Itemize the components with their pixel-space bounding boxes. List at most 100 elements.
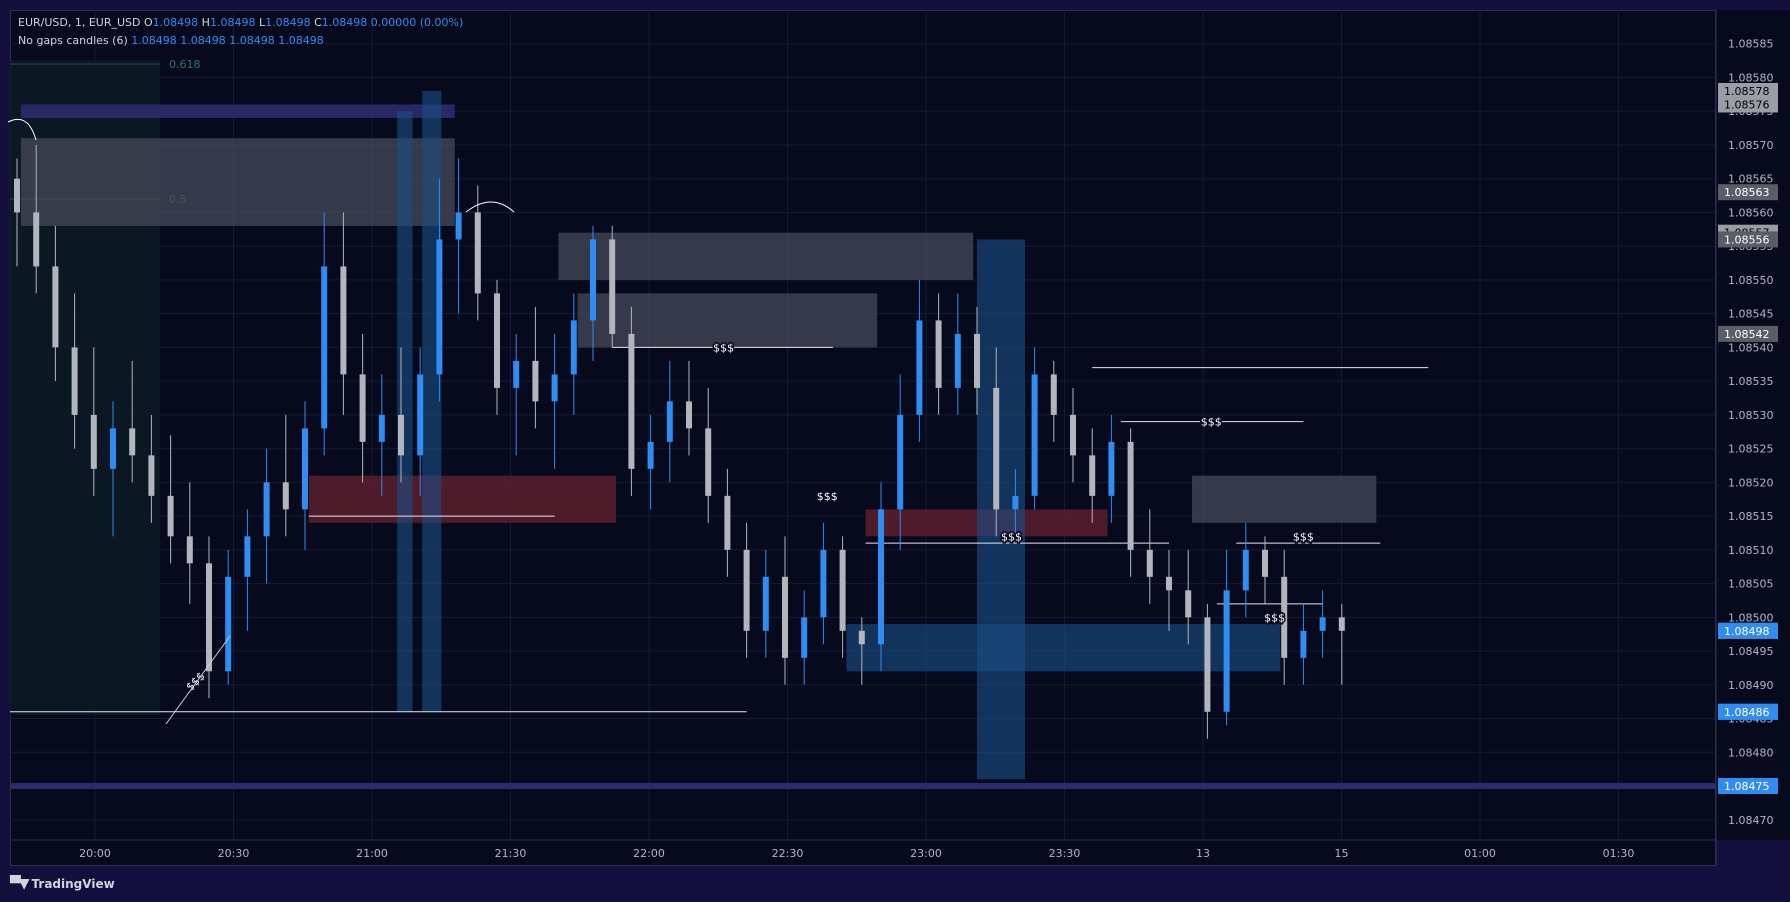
candle-down [359, 374, 366, 442]
y-tick-label: 1.08580 [1728, 71, 1774, 84]
indicator-value: 1.08498 [131, 34, 177, 47]
candle-down [206, 563, 212, 672]
candle-up [244, 536, 251, 577]
indicator-value: 1.08498 [180, 34, 226, 47]
candle-up [455, 212, 462, 240]
candle-up [1300, 630, 1307, 658]
candle-down [186, 536, 193, 564]
candle-up [1012, 495, 1019, 510]
candle-down [628, 333, 635, 469]
brand-name: TradingView [31, 877, 115, 891]
candle-down [1050, 374, 1057, 415]
candle-up [321, 266, 328, 429]
supply-zone [1192, 475, 1377, 523]
price-label: 1.08563 [1724, 186, 1770, 199]
low-label: L [258, 16, 266, 29]
candle-down [858, 630, 865, 645]
demand-zone [422, 90, 442, 712]
candle-down [494, 293, 500, 388]
candle-down [474, 212, 481, 294]
fib-label: 0.618 [169, 58, 201, 71]
candle-up [762, 576, 769, 631]
y-tick-label: 1.08505 [1728, 578, 1774, 591]
candle-down [839, 549, 846, 631]
demand-zone [846, 624, 1281, 672]
y-tick-label: 1.08520 [1728, 476, 1774, 489]
tradingview-logo[interactable]: ▀▼ TradingView [10, 876, 115, 892]
price-label: 1.08576 [1724, 98, 1770, 111]
candle-down [14, 178, 20, 213]
price-label-bg [1718, 622, 1778, 639]
swing-high-arc [7, 118, 37, 141]
y-tick-label: 1.08515 [1728, 510, 1774, 523]
price-label: 1.08578 [1724, 85, 1770, 98]
x-tick-label: 01:30 [1603, 847, 1635, 860]
liquidity-label: $$$ [713, 341, 734, 354]
candle-down [935, 320, 942, 388]
candle-up [263, 482, 270, 537]
candle-up [302, 428, 308, 510]
candle-down [71, 347, 78, 415]
liquidity-label: $$$ [1201, 416, 1222, 429]
price-label: 1.08475 [1724, 780, 1770, 793]
candle-up [551, 374, 558, 402]
y-tick-label: 1.08525 [1728, 443, 1774, 456]
x-tick-label: 20:00 [79, 847, 111, 860]
price-label-bg [1718, 778, 1778, 795]
y-tick-label: 1.08540 [1728, 341, 1774, 354]
x-tick-label: 01:00 [1464, 847, 1496, 860]
candle-down [52, 266, 59, 348]
trend-line [165, 635, 231, 725]
price-label: 1.08542 [1724, 328, 1770, 341]
x-tick-label: 21:30 [495, 847, 527, 860]
close-label: C [314, 16, 322, 29]
y-tick-label: 1.08500 [1728, 611, 1774, 624]
high-label: H [201, 16, 210, 29]
supply-zone [20, 138, 455, 226]
y-tick-label: 1.08550 [1728, 274, 1774, 287]
x-tick-label: 13 [1196, 847, 1210, 860]
candle-down [993, 387, 1000, 510]
y-tick-label: 1.08495 [1728, 645, 1774, 658]
x-tick-label: 22:00 [633, 847, 665, 860]
y-tick-label: 1.08585 [1728, 38, 1774, 51]
candle-down [167, 495, 174, 537]
y-tick-label: 1.08470 [1728, 814, 1774, 827]
indicator-value: 1.08498 [278, 34, 324, 47]
candle-down [1262, 549, 1268, 577]
candle-up [666, 401, 673, 442]
candle-up [570, 320, 577, 375]
symbol-legend: EUR/USD, 1, EUR_USD O1.08498 H1.08498 L1… [18, 16, 463, 29]
liquidity-label: $$$ [817, 490, 838, 503]
candle-up [916, 320, 923, 415]
tradingview-logo-icon: ▀▼ [10, 876, 29, 892]
candle-up [1242, 549, 1249, 591]
fvg-zone [308, 475, 617, 523]
candle-down [1338, 617, 1345, 631]
price-label-bg [1718, 96, 1778, 113]
candle-down [609, 239, 616, 334]
price-label: 1.08486 [1724, 706, 1770, 719]
price-label-bg [1718, 703, 1778, 720]
indicator-legend[interactable]: No gaps candles (6) 1.08498 1.08498 1.08… [18, 34, 324, 47]
price-label-bg [1718, 325, 1778, 342]
candle-down [1070, 414, 1076, 456]
indicator-value: 1.08498 [229, 34, 275, 47]
range-low-band [10, 783, 1716, 790]
candle-down [686, 401, 692, 429]
supply-zone [558, 232, 974, 280]
candle-down [1281, 576, 1288, 658]
x-tick-label: 15 [1335, 847, 1349, 860]
candle-up [1223, 590, 1230, 712]
x-tick-label: 20:30 [218, 847, 250, 860]
candle-up [225, 576, 232, 672]
candle-down [282, 482, 289, 510]
demand-zone [397, 111, 413, 712]
candle-down [1166, 576, 1172, 591]
candle-down [1146, 549, 1153, 577]
candle-down [148, 455, 155, 496]
candle-down [90, 414, 97, 469]
y-tick-label: 1.08490 [1728, 679, 1774, 692]
candle-down [1185, 590, 1192, 618]
